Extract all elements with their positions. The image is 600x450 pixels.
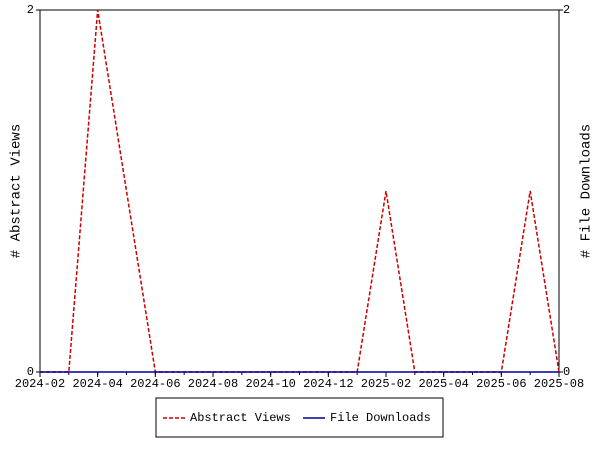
x-tick-label: 2024-06 <box>130 377 180 391</box>
x-tick-label: 2024-04 <box>72 377 122 391</box>
x-tick-label: 2024-10 <box>245 377 295 391</box>
series-line <box>40 9 560 373</box>
y-axis-label: # Abstract Views <box>9 124 25 258</box>
x-tick-label: 2025-06 <box>476 377 526 391</box>
legend-label: Abstract Views <box>190 411 291 425</box>
x-tick-label: 2025-08 <box>534 377 584 391</box>
y-tick-label: 2 <box>27 3 34 17</box>
legend-frame <box>155 397 444 438</box>
legend-label: File Downloads <box>330 411 431 425</box>
y2-tick-label: 0 <box>563 365 570 379</box>
plot-frame <box>39 9 560 373</box>
y2-axis-label: # File Downloads <box>579 124 595 258</box>
y2-tick-label: 2 <box>563 3 570 17</box>
x-tick-label: 2024-08 <box>188 377 238 391</box>
x-tick-label: 2024-12 <box>303 377 353 391</box>
y-tick-label: 0 <box>27 365 34 379</box>
x-tick-label: 2025-04 <box>418 377 468 391</box>
x-tick-label: 2025-02 <box>361 377 411 391</box>
x-tick-label: 2024-02 <box>15 377 65 391</box>
